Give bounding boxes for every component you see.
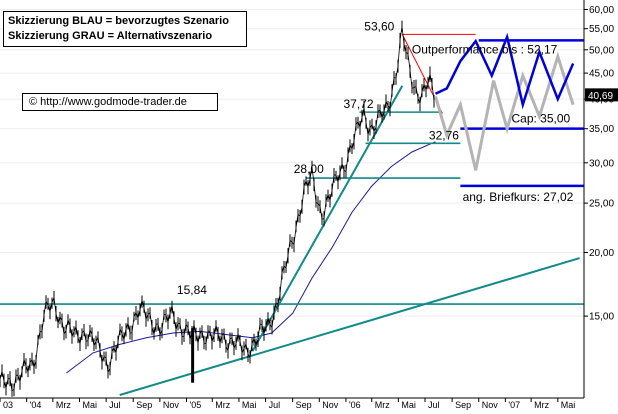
last-price-label: 40,69 (588, 91, 613, 102)
y-tick-label: 55,00 (589, 24, 614, 35)
last-price-box (585, 88, 618, 102)
x-tick-label: Sep (455, 400, 471, 410)
support-label-15-84: 15,84 (177, 283, 207, 297)
x-tick-label: Nov (163, 400, 180, 410)
trendlines-layer (119, 33, 580, 396)
x-tick-label: Mai (242, 400, 257, 410)
target-label-cap: Cap: 35,00 (511, 112, 570, 126)
x-tick-label: Mai (82, 400, 97, 410)
y-tick-label: 50,00 (589, 45, 614, 56)
y-tick-label: 60,00 (589, 5, 614, 16)
x-tick-label: Sep (296, 400, 312, 410)
y-tick-label: 30,00 (589, 158, 614, 169)
price-line (0, 26, 435, 392)
support-label-32-76: 32,76 (429, 128, 459, 142)
x-tick-label: Sep (136, 400, 152, 410)
y-tick-label: 25,00 (589, 199, 614, 210)
y-tick-label: 45,00 (589, 69, 614, 80)
blue-scenario-path (434, 32, 575, 110)
x-tick-label: '06 (349, 400, 361, 410)
x-tick-label: '04 (30, 400, 42, 410)
x-tick-label: Jul (109, 400, 121, 410)
x-tick-label: '07 (508, 400, 520, 410)
trendline-0 (251, 85, 404, 352)
scenario-layer (434, 32, 575, 171)
support-label-37-72: 37,72 (343, 97, 373, 111)
grey-scenario-path (434, 51, 575, 171)
trendline-1 (119, 257, 580, 396)
x-tick-label: Jul (269, 400, 281, 410)
source-box: © http://www.godmode-trader.de (22, 93, 218, 111)
x-tick-label: Nov (322, 400, 339, 410)
y-tick-label: 15,00 (589, 312, 614, 323)
x-tick-label: Mrz (375, 400, 390, 410)
x-tick-label: Jul (428, 400, 440, 410)
x-tick-label: '05 (190, 400, 202, 410)
target-label-outperformance: Outperformance bis : 52,17 (412, 42, 558, 56)
legend-grey-scenario: Skizzierung GRAU = Alternativszenario (8, 30, 213, 42)
source-url: http://www.godmode-trader.de (40, 96, 187, 108)
x-tick-label: Mrz (215, 400, 230, 410)
x-tick-label: 03 (3, 400, 13, 410)
y-tick-label: 35,00 (589, 124, 614, 135)
annotations-layer: 53,60 37,72 32,76 28,00 15,84 Outperformance … (177, 19, 574, 297)
copyright-symbol: © (29, 96, 38, 108)
y-tick-label: 20,00 (589, 248, 614, 259)
legend-box: Skizzierung BLAU = bevorzugtes Szenario … (3, 11, 247, 47)
price-layer (0, 20, 435, 397)
peak-label: 53,60 (364, 19, 394, 33)
x-tick-label: Nov (482, 400, 499, 410)
x-tick-label: Mrz (534, 400, 549, 410)
legend-blue-scenario: Skizzierung BLAU = bevorzugtes Szenario (8, 15, 229, 27)
target-label-briefkurs: ang. Briefkurs: 27,02 (463, 190, 574, 204)
x-tick-label: Mai (401, 400, 416, 410)
x-tick-label: Mai (561, 400, 576, 410)
support-label-28-00: 28,00 (294, 162, 324, 176)
x-tick-label: Mrz (56, 400, 71, 410)
support-levels-layer (0, 39, 584, 305)
